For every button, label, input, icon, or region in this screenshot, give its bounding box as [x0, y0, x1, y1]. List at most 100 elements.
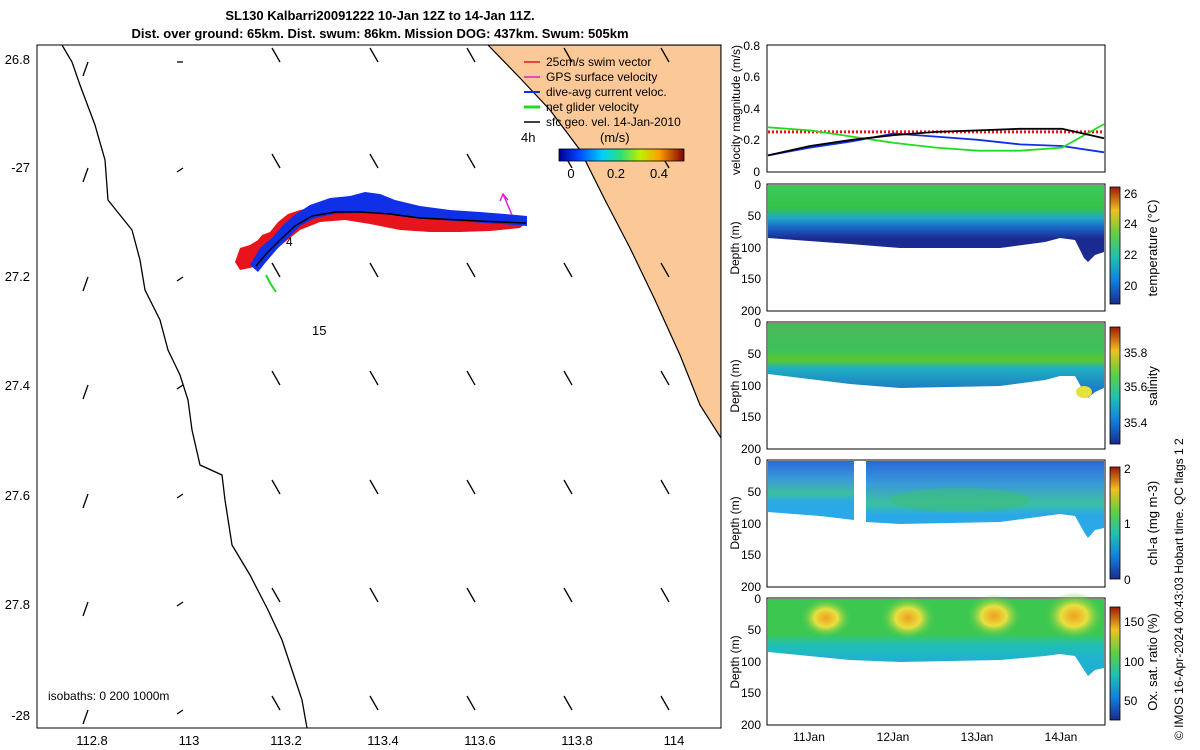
legend-item-net-glider-velocity: net glider velocity	[524, 100, 639, 114]
velocity-panel: 0 0.2 0.4 0.6 0.8 velocity magnitude (m/…	[729, 39, 1106, 179]
depth-tick: 100	[741, 655, 761, 669]
time-label: 4h	[521, 130, 535, 145]
geo-velocity-arrows	[82, 47, 670, 725]
legend-item-swim-vector: 25cm/s swim vector	[524, 55, 651, 69]
cb-tick: 150	[1124, 615, 1144, 629]
time-tick: 12Jan	[877, 730, 910, 744]
legend-label: GPS surface velocity	[546, 70, 657, 84]
depth-label: Depth (m)	[728, 635, 742, 688]
legend-label: sfc geo. vel. 14-Jan-2010	[546, 115, 681, 129]
chl-field-left	[768, 461, 854, 520]
map-x-tick: 113.4	[367, 733, 399, 748]
geo-arrow	[369, 479, 379, 495]
land	[487, 45, 721, 440]
depth-tick: 150	[741, 548, 761, 562]
gps-surface-velocity-arrow	[502, 193, 513, 216]
cb-tick: 35.4	[1124, 416, 1148, 430]
cb-tick: 24	[1124, 217, 1138, 231]
depth-tick: 0	[754, 178, 761, 192]
geo-arrow	[176, 167, 184, 173]
geo-arrow	[466, 262, 476, 278]
chl-colorbar	[1109, 466, 1121, 580]
map-x-tick: 113.8	[561, 733, 593, 748]
geo-arrow	[176, 384, 184, 390]
oxygen-label: Ox. sat. ratio (%)	[1145, 613, 1160, 711]
geo-arrow	[660, 695, 670, 711]
geo-arrow	[563, 695, 573, 711]
vel-y-tick: 0	[753, 165, 760, 179]
section-oxygen: 150 100 50 Ox. sat. ratio (%) Depth (m) …	[728, 592, 1160, 732]
vel-y-tick: 0.6	[743, 70, 760, 84]
depth-tick: 100	[741, 241, 761, 255]
net-glider-green	[265, 274, 277, 293]
depth-tick: 100	[741, 379, 761, 393]
oxygen-max-patch	[1044, 592, 1104, 640]
geo-arrow	[369, 587, 379, 603]
oxygen-max-patch	[800, 598, 852, 638]
geo-arrow	[563, 587, 573, 603]
cb-tick: 35.8	[1124, 346, 1148, 360]
salinity-colorbar	[1109, 326, 1121, 445]
geo-arrow	[369, 47, 379, 63]
geo-arrow	[660, 262, 670, 278]
depth-tick: 0	[754, 316, 761, 330]
depth-tick: 200	[741, 580, 761, 594]
depth-tick: 50	[748, 209, 762, 223]
legend-item-gps-velocity: GPS surface velocity	[524, 70, 657, 84]
geo-arrow	[369, 370, 379, 386]
geo-arrow	[466, 587, 476, 603]
oxygen-max-patch	[880, 596, 936, 640]
glider-track	[235, 192, 527, 293]
colorbar-tick: 0	[567, 166, 574, 181]
temperature-field	[768, 185, 1104, 262]
cb-tick: 26	[1124, 187, 1138, 201]
map-x-tick: 114	[664, 733, 685, 748]
map-y-ticks: 26.8 -27 27.2 27.4 27.6 27.8 -28	[5, 52, 30, 723]
map-y-tick: 27.6	[5, 488, 30, 503]
colorbar-title: (m/s)	[600, 130, 630, 145]
geo-arrow	[271, 695, 281, 711]
vel-y-tick: 0.2	[743, 133, 760, 147]
map-y-tick: -28	[11, 708, 30, 723]
cb-tick: 50	[1124, 694, 1138, 708]
cb-tick: 0	[1124, 573, 1131, 587]
geo-arrow	[82, 384, 89, 400]
geo-arrow	[563, 370, 573, 386]
oxygen-max-patch	[966, 594, 1022, 638]
temperature-colorbar	[1109, 186, 1121, 305]
annotation-4: 4	[286, 235, 293, 249]
map-x-tick: 113.6	[464, 733, 496, 748]
salinity-high-patch	[1076, 386, 1092, 398]
series-line-net-glider-velocity	[767, 123, 1105, 152]
depth-tick: 150	[741, 686, 761, 700]
credit-text: © IMOS 16-Apr-2024 00:43:03 Hobart time.…	[1172, 438, 1186, 740]
geo-arrow	[82, 709, 89, 725]
gps-arrow-head	[499, 192, 509, 202]
isobath-1000m	[61, 45, 308, 728]
geo-arrow	[271, 262, 281, 278]
velocity-frame	[766, 44, 1106, 173]
time-tick: 13Jan	[961, 730, 994, 744]
map-y-tick: -27	[11, 160, 30, 175]
map-x-tick: 113.2	[270, 733, 302, 748]
depth-tick: 50	[748, 623, 762, 637]
series-line-dive-avg-current-veloc-	[767, 132, 1105, 157]
velocity-series	[767, 123, 1105, 157]
geo-arrow	[466, 153, 476, 169]
time-axis: 11Jan 12Jan 13Jan 14Jan	[793, 730, 1077, 744]
geo-arrow	[82, 167, 89, 183]
map-y-tick: 27.4	[5, 378, 30, 393]
geo-arrow	[271, 153, 281, 169]
salinity-label: salinity	[1145, 366, 1160, 406]
vel-y-tick: 0.4	[743, 102, 760, 116]
geo-arrow	[176, 493, 184, 499]
depth-tick: 50	[748, 485, 762, 499]
speed-colorbar	[558, 148, 685, 162]
geo-arrow	[82, 61, 89, 77]
legend-item-sfc-geo-velocity: sfc geo. vel. 14-Jan-2010	[524, 115, 681, 129]
depth-label: Depth (m)	[728, 221, 742, 274]
geo-arrow	[271, 47, 281, 63]
map-x-tick: 113	[179, 733, 200, 748]
geo-arrow	[660, 47, 670, 63]
